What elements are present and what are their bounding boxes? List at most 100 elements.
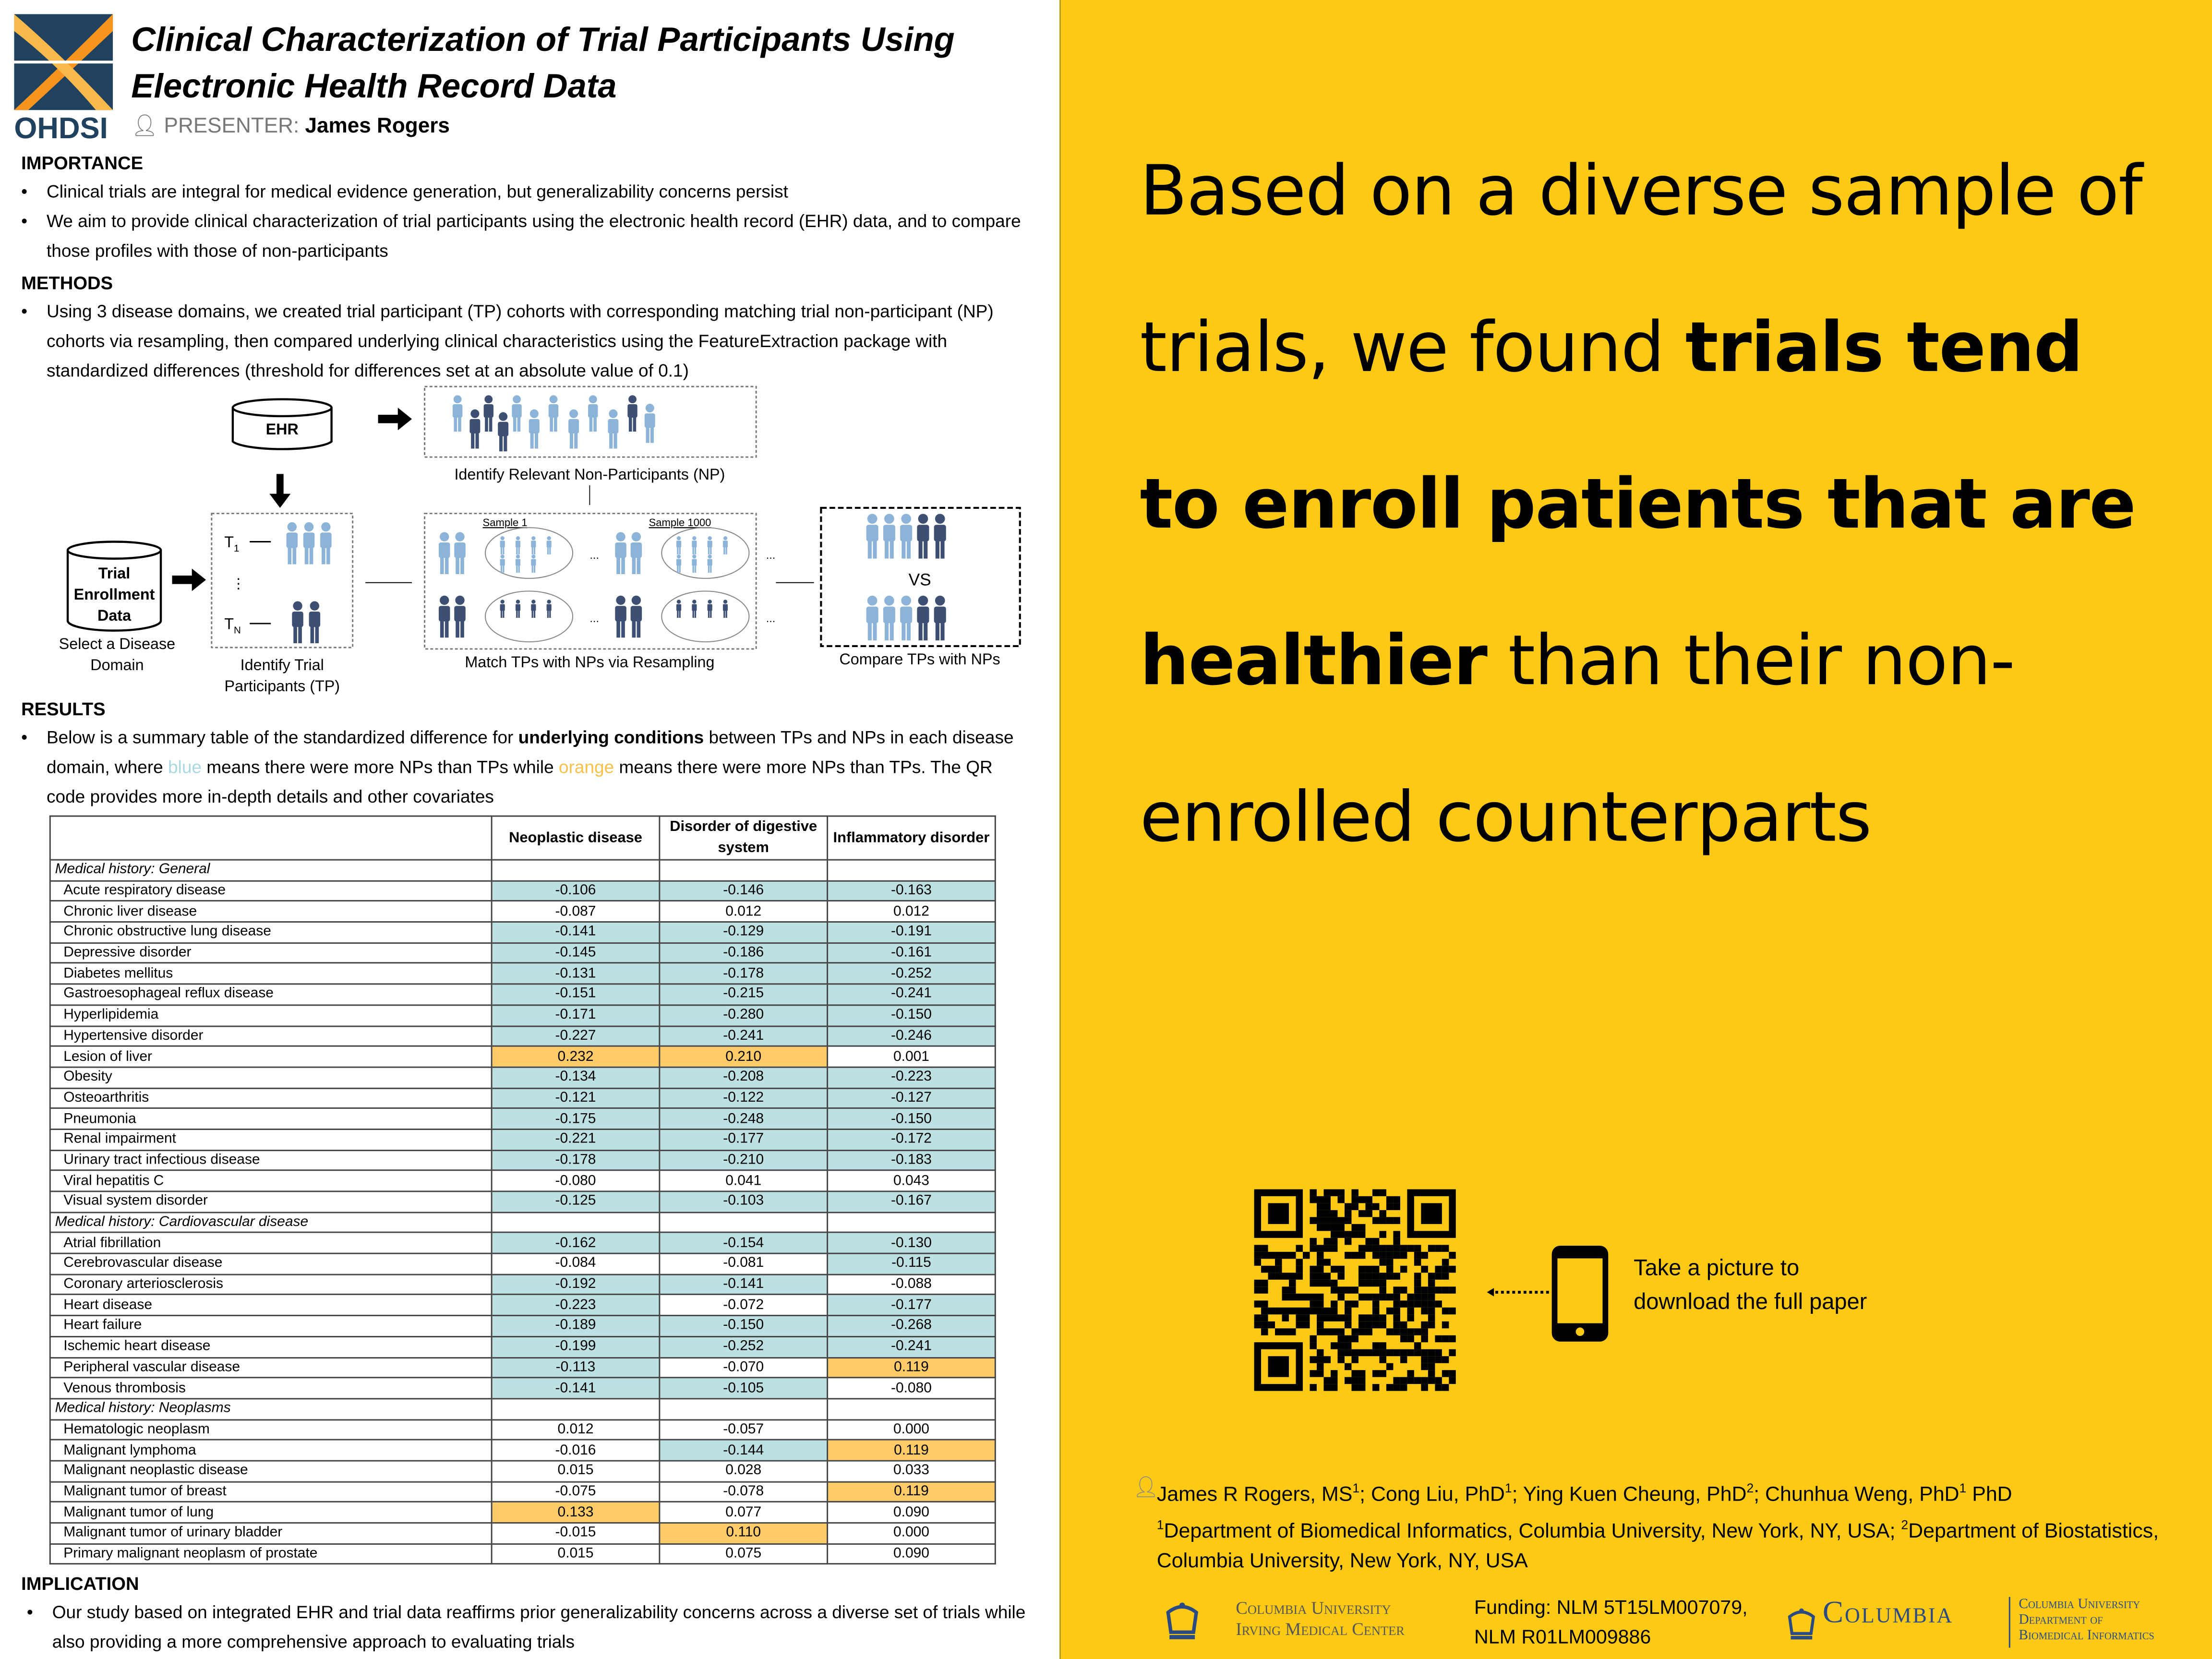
results-heading: RESULTS [21, 698, 106, 720]
person-icon [676, 600, 682, 618]
person-icon [615, 532, 626, 575]
person-icon [707, 554, 712, 573]
person-icon [515, 554, 521, 573]
std-diff-cell: -0.191 [827, 921, 996, 944]
std-diff-cell: 0.119 [827, 1439, 996, 1462]
std-diff-cell: -0.105 [659, 1377, 829, 1399]
condition-label: Malignant tumor of lung [49, 1501, 493, 1524]
std-diff-cell: -0.215 [659, 983, 829, 1006]
std-diff-cell: -0.241 [827, 1335, 996, 1358]
compare-box [820, 506, 1021, 648]
std-diff-cell: 0.012 [659, 901, 829, 923]
right-panel: Based on a diverse sample of trials, we … [1059, 0, 2212, 1659]
condition-label: Depressive disorder [49, 942, 493, 964]
std-diff-cell: -0.141 [491, 1377, 661, 1399]
person-icon: 👤︎ [131, 114, 158, 139]
std-diff-cell: -0.016 [491, 1439, 661, 1462]
table-row: Malignant tumor of breast -0.075 -0.078 0.1… [49, 1480, 996, 1503]
std-diff-cell: -0.171 [491, 1004, 661, 1026]
smartphone-icon [1551, 1245, 1609, 1342]
bullet: We aim to provide clinical characterizat… [21, 207, 1023, 266]
condition-label: Hyperlipidemia [49, 1004, 493, 1026]
affiliations: 1Department of Biomedical Informatics, C… [1156, 1517, 2159, 1573]
column-header: Inflammatory disorder [827, 815, 996, 861]
std-diff-cell: 0.000 [827, 1419, 996, 1441]
std-diff-cell: -0.146 [659, 879, 829, 902]
table-row: Atrial fibrillation -0.162 -0.154 -0.130 [49, 1232, 996, 1254]
table-row: Ischemic heart disease -0.199 -0.252 -0.241 [49, 1335, 996, 1358]
bullet: Below is a summary table of the standard… [21, 724, 1023, 813]
condition-label: Gastroesophageal reflux disease [49, 983, 493, 1006]
implication-heading: IMPLICATION [21, 1573, 139, 1594]
qr-code[interactable] [1254, 1189, 1456, 1391]
person-icon [676, 536, 682, 554]
person-icon [692, 600, 697, 618]
std-diff-cell: -0.208 [659, 1066, 829, 1089]
std-diff-cell: 0.015 [491, 1543, 661, 1565]
person-icon [608, 409, 619, 449]
svg-text:VS: VS [909, 571, 931, 589]
condition-label: Ischemic heart disease [49, 1335, 493, 1358]
condition-label: Visual system disorder [49, 1190, 493, 1213]
std-diff-cell: -0.015 [491, 1522, 661, 1545]
person-icon [568, 409, 579, 449]
std-diff-cell: -0.172 [827, 1128, 996, 1151]
person-icon [515, 536, 521, 554]
table-row: Venous thrombosis -0.141 -0.105 -0.080 [49, 1377, 996, 1399]
std-diff-cell: -0.177 [827, 1294, 996, 1317]
std-diff-cell: -0.241 [659, 1025, 829, 1047]
svg-text:T1: T1 [224, 533, 239, 554]
tp-crowd-icon [286, 522, 332, 644]
person-icon [309, 601, 321, 644]
person-icon [498, 412, 509, 452]
condition-label: Pneumonia [49, 1107, 493, 1130]
std-diff-cell: -0.186 [659, 942, 829, 964]
std-diff-cell: -0.103 [659, 1190, 829, 1213]
svg-text:...: ... [589, 549, 599, 561]
person-icon [722, 600, 728, 618]
person-icon [546, 600, 552, 618]
person-icon [883, 595, 895, 641]
std-diff-cell: -0.252 [659, 1335, 829, 1358]
table-row: Primary malignant neoplasm of prostate 0.… [49, 1543, 996, 1565]
table-row: Obesity -0.134 -0.208 -0.223 [49, 1066, 996, 1089]
std-diff-cell: -0.141 [659, 1274, 829, 1296]
table-row: Gastroesophageal reflux disease -0.151 -0.… [49, 983, 996, 1006]
std-diff-cell: -0.106 [491, 879, 661, 902]
person-icon [303, 522, 315, 565]
arrow-right-icon [172, 568, 206, 591]
person-icon [615, 595, 626, 638]
implication-list: Our study based on integrated EHR and tr… [27, 1599, 1029, 1658]
person-icon [454, 532, 466, 575]
svg-text:Enrollment: Enrollment [74, 586, 155, 603]
condition-label: Obesity [49, 1066, 493, 1089]
ohdsi-logo: OHDSI [14, 14, 113, 141]
std-diff-cell: -0.223 [491, 1294, 661, 1317]
std-diff-cell: -0.178 [491, 1149, 661, 1172]
std-diff-cell: -0.130 [827, 1232, 996, 1254]
std-diff-cell: -0.134 [491, 1066, 661, 1089]
std-diff-cell: -0.161 [827, 942, 996, 964]
std-diff-cell: -0.227 [491, 1025, 661, 1047]
table-row: Cerebrovascular disease -0.084 -0.081 -0.11… [49, 1252, 996, 1275]
arrow-down-icon [269, 474, 291, 508]
person-icon [438, 532, 450, 575]
column-header: Disorder of digestive system [659, 815, 829, 861]
section-title: Medical history: General [49, 859, 493, 881]
condition-label: Malignant tumor of urinary bladder [49, 1522, 493, 1545]
svg-text:EHR: EHR [266, 421, 299, 438]
condition-label: Viral hepatitis C [49, 1170, 493, 1192]
std-diff-cell: -0.154 [659, 1232, 829, 1254]
table-row: Coronary arteriosclerosis -0.192 -0.141 -0.… [49, 1274, 996, 1296]
table-row: Hematologic neoplasm 0.012 -0.057 0.000 [49, 1419, 996, 1441]
std-diff-cell: 0.119 [827, 1480, 996, 1503]
std-diff-cell: 0.041 [659, 1170, 829, 1192]
std-diff-cell: 0.077 [659, 1501, 829, 1524]
std-diff-cell: -0.122 [659, 1087, 829, 1109]
std-diff-cell: 0.090 [827, 1501, 996, 1524]
table-row: Chronic obstructive lung disease -0.141 -0… [49, 921, 996, 944]
person-icon [900, 595, 913, 641]
arrow-right-icon [378, 408, 412, 431]
std-diff-cell: -0.223 [827, 1066, 996, 1089]
std-diff-cell: 0.119 [827, 1356, 996, 1379]
